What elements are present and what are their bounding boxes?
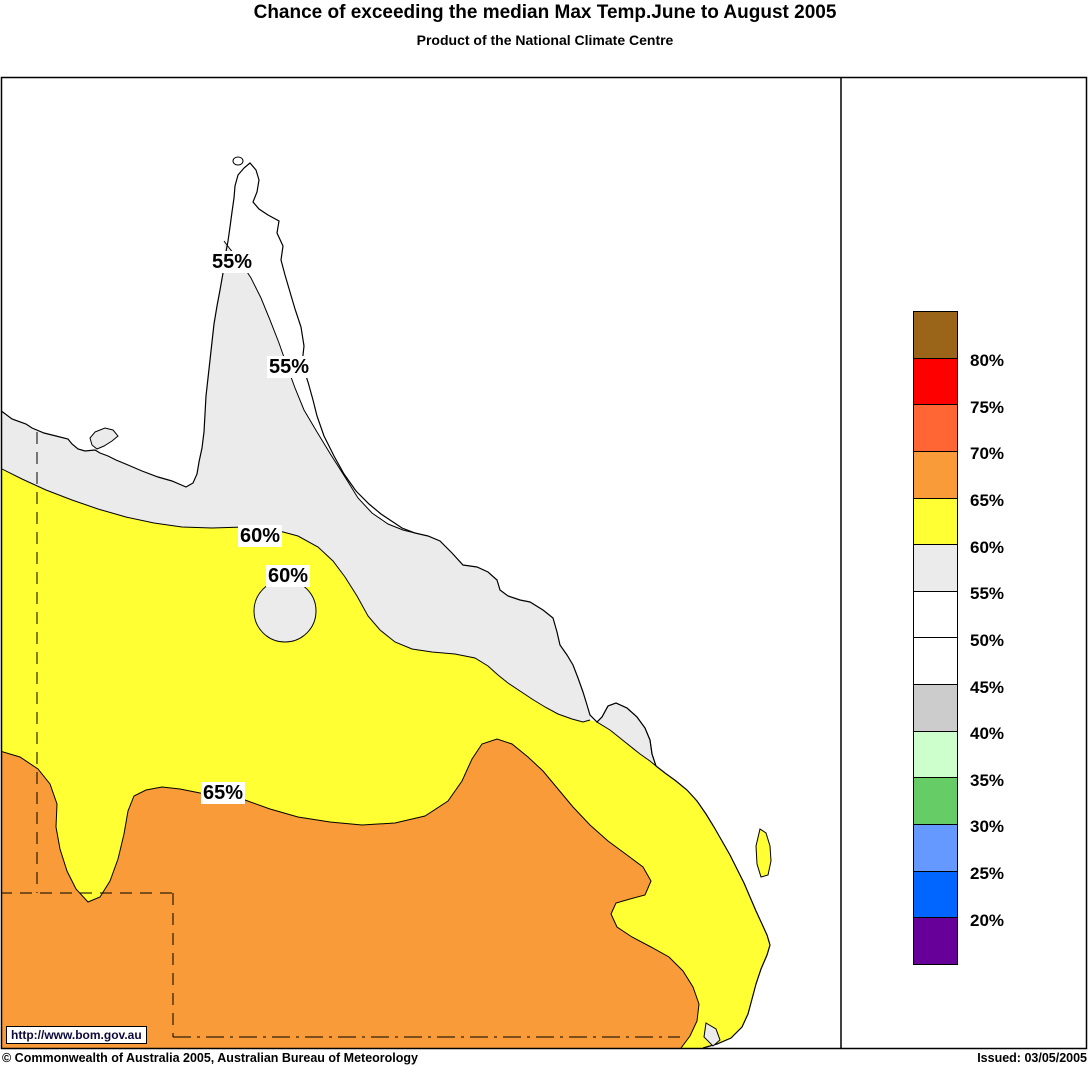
contour-55-line — [223, 240, 416, 534]
legend-swatch-55-60 — [913, 544, 958, 592]
contour-60-island — [253, 579, 317, 643]
url-badge: http://www.bom.gov.au — [6, 1026, 147, 1044]
legend-label-55%: 55% — [970, 584, 1005, 604]
legend-label-20%: 20% — [970, 910, 1005, 930]
contour-65-line — [2, 738, 700, 1048]
legend-label-35%: 35% — [970, 770, 1005, 790]
page-title: Chance of exceeding the median Max Temp.… — [253, 2, 837, 23]
page-subtitle: Product of the National Climate Centre — [416, 32, 674, 48]
legend-swatch-30-35 — [913, 777, 958, 826]
contour-label-60%: 60% — [266, 565, 311, 587]
legend-label-40%: 40% — [970, 724, 1005, 744]
legend-swatch-70-75 — [913, 404, 958, 452]
contour-label-55%: 55% — [267, 356, 312, 378]
legend-label-50%: 50% — [970, 630, 1005, 650]
legend-label-45%: 45% — [970, 677, 1005, 697]
legend-label-80%: 80% — [970, 350, 1005, 370]
fraser-island — [755, 828, 772, 878]
legend-swatches — [913, 311, 958, 965]
legend-swatch-45-50 — [913, 637, 958, 686]
contour-label-55%: 55% — [210, 251, 255, 273]
legend-swatch-65-70 — [913, 450, 958, 499]
legend-label-60%: 60% — [970, 537, 1005, 557]
legend-swatch-20-25 — [913, 870, 958, 919]
footer-copyright: © Commonwealth of Australia 2005, Austra… — [2, 1051, 418, 1065]
legend-label-75%: 75% — [970, 397, 1005, 417]
contour-label-60%: 60% — [238, 525, 283, 547]
outer-frame — [0, 76, 1088, 1050]
footer-issued: Issued: 03/05/2005 — [977, 1051, 1087, 1065]
coastline-path — [2, 162, 771, 1048]
torres-strait-island — [232, 156, 244, 166]
legend-swatch-50-55 — [913, 590, 958, 639]
region-65-70 — [2, 739, 699, 1048]
legend-swatch-75-80 — [913, 357, 958, 406]
legend-swatch-60-65 — [913, 497, 958, 546]
legend-label-70%: 70% — [970, 444, 1005, 464]
legend-swatch-35-40 — [913, 730, 958, 779]
legend-swatch-above-80 — [913, 311, 958, 359]
region-60-65 — [2, 469, 770, 1048]
legend-swatch-below-20 — [913, 917, 958, 965]
contour-label-65%: 65% — [201, 782, 246, 804]
moreton-island — [703, 1022, 721, 1047]
map-layers — [2, 78, 840, 1048]
contour-60-line — [2, 468, 591, 723]
region-55-60 — [2, 241, 590, 722]
mornington-island — [89, 427, 119, 450]
legend-label-30%: 30% — [970, 817, 1005, 837]
legend-swatch-40-45 — [913, 684, 958, 732]
legend-swatch-25-30 — [913, 824, 958, 872]
legend-label-25%: 25% — [970, 864, 1005, 884]
legend-label-65%: 65% — [970, 490, 1005, 510]
